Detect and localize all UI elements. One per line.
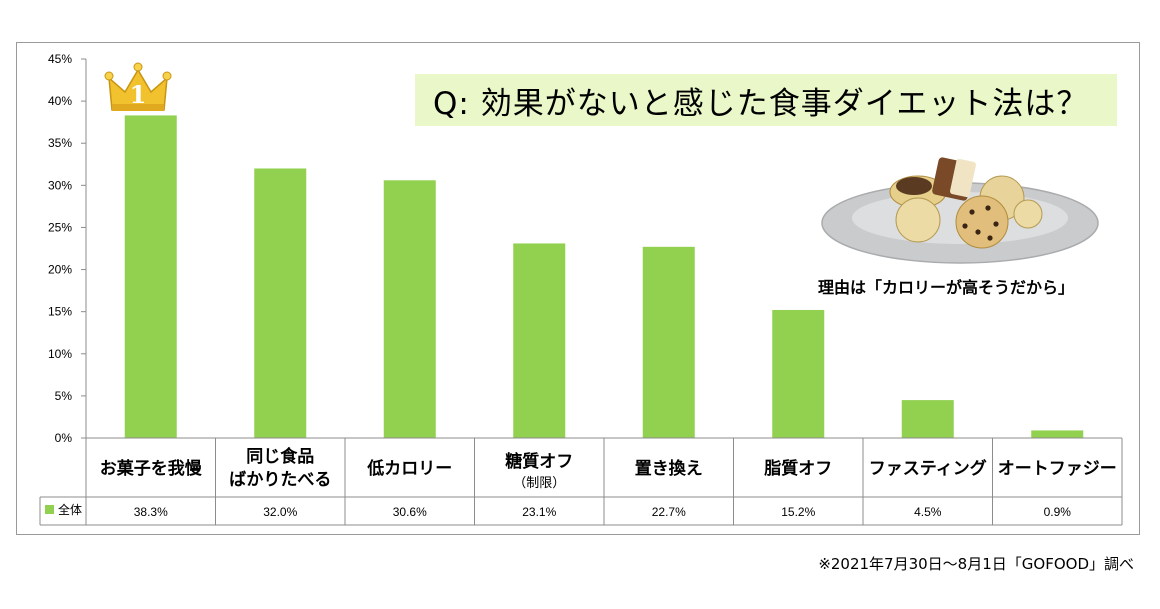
y-tick-label: 0% (55, 431, 73, 445)
x-tick-label: 糖質オフ (505, 451, 573, 472)
data-label: 32.0% (263, 505, 297, 519)
data-label: 0.9% (1044, 505, 1072, 519)
y-tick-label: 25% (48, 220, 72, 234)
bar (383, 180, 436, 438)
x-tick-label: 同じ食品ばかりたべる (229, 446, 331, 490)
data-label: 15.2% (781, 505, 815, 519)
rank-badge: 1 (130, 80, 147, 109)
data-label: 30.6% (393, 505, 427, 519)
x-tick-sublabel: （制限） (513, 476, 565, 491)
y-tick-label: 35% (48, 136, 72, 150)
bar (513, 243, 566, 438)
legend-label: 全体 (58, 502, 82, 517)
data-table: お菓子を我慢 同じ食品ばかりたべる 低カロリー 糖質オフ （制限） 置き換え 脂質オフ ファス… (39, 437, 1123, 526)
data-label: 22.7% (652, 505, 686, 519)
bar (254, 168, 307, 438)
y-tick-label: 5% (55, 389, 73, 403)
y-tick-label: 10% (48, 347, 72, 361)
x-tick-label: オートファジー (998, 459, 1117, 479)
chart-title: Q: 効果がないと感じた食事ダイエット法は？ (415, 74, 1117, 126)
reason-annotation: 理由は「カロリーが高そうだから」 (818, 278, 1075, 297)
x-tick-label: 置き換え (635, 458, 703, 479)
x-tick-label: お菓子を我慢 (100, 458, 203, 479)
data-label: 4.5% (914, 505, 942, 519)
x-tick-label: 脂質オフ (764, 458, 832, 479)
cookie-plate-image (821, 157, 1099, 264)
y-tick-label: 45% (48, 52, 72, 66)
x-tick-label: 低カロリー (366, 458, 452, 479)
chart-frame (16, 42, 1140, 535)
source-note: ※2021年7月30日～8月1日「GOFOOD」調べ (818, 555, 1134, 573)
bar (124, 115, 177, 438)
legend-swatch (45, 505, 54, 514)
bar (1031, 430, 1084, 438)
y-tick-label: 30% (48, 178, 72, 192)
bars (124, 115, 1084, 438)
y-tick-label: 15% (48, 305, 72, 319)
data-label: 38.3% (134, 505, 168, 519)
crown-icon: 1 (104, 62, 172, 111)
bar (772, 309, 825, 438)
data-label: 23.1% (522, 505, 556, 519)
y-tick-label: 40% (48, 94, 72, 108)
y-axis: 0% 5% 10% 15% 20% 25% 30% 35% 40% 45% (48, 52, 87, 445)
bar (642, 246, 695, 438)
y-tick-label: 20% (48, 263, 72, 277)
x-tick-label: ファスティング (869, 458, 987, 479)
bar (901, 400, 954, 438)
